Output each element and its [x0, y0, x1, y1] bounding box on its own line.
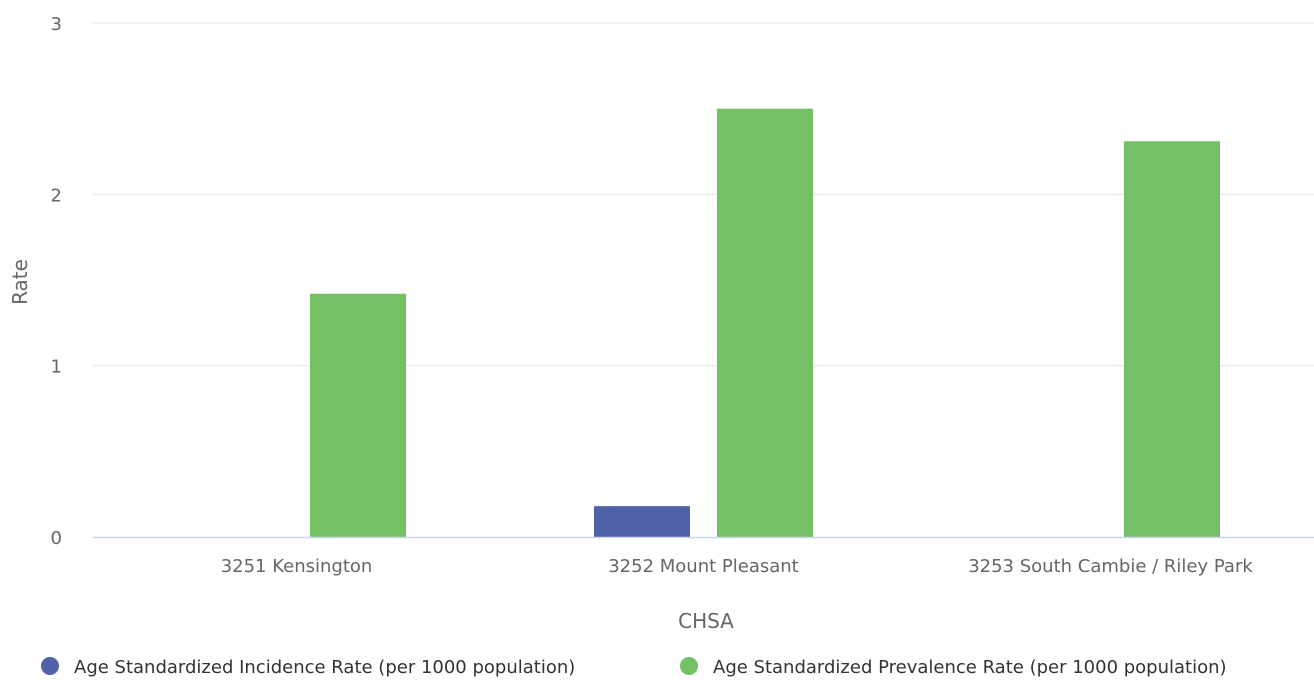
y-tick-label: 1 [51, 357, 62, 378]
legend: Age Standardized Incidence Rate (per 100… [41, 657, 1227, 678]
legend-label: Age Standardized Prevalence Rate (per 10… [713, 657, 1227, 678]
y-tick-label: 0 [51, 528, 62, 549]
bar-prevalence[interactable] [717, 109, 813, 537]
bar-prevalence[interactable] [1124, 141, 1220, 537]
legend-item[interactable]: Age Standardized Incidence Rate (per 100… [41, 657, 575, 678]
x-tick-label: 3253 South Cambie / Riley Park [968, 556, 1253, 577]
legend-marker-icon [41, 657, 59, 675]
y-tick-label: 3 [51, 14, 62, 35]
x-tick-label: 3251 Kensington [221, 556, 373, 577]
bars [310, 109, 1220, 537]
bar-prevalence[interactable] [310, 294, 406, 537]
legend-label: Age Standardized Incidence Rate (per 100… [74, 657, 575, 678]
y-tick-label: 2 [51, 185, 62, 206]
legend-item[interactable]: Age Standardized Prevalence Rate (per 10… [680, 657, 1227, 678]
bar-incidence[interactable] [594, 506, 690, 537]
y-axis-title: Rate [8, 259, 32, 305]
x-axis-title: CHSA [678, 609, 734, 633]
x-tick-label: 3252 Mount Pleasant [608, 556, 799, 577]
legend-marker-icon [680, 657, 698, 675]
